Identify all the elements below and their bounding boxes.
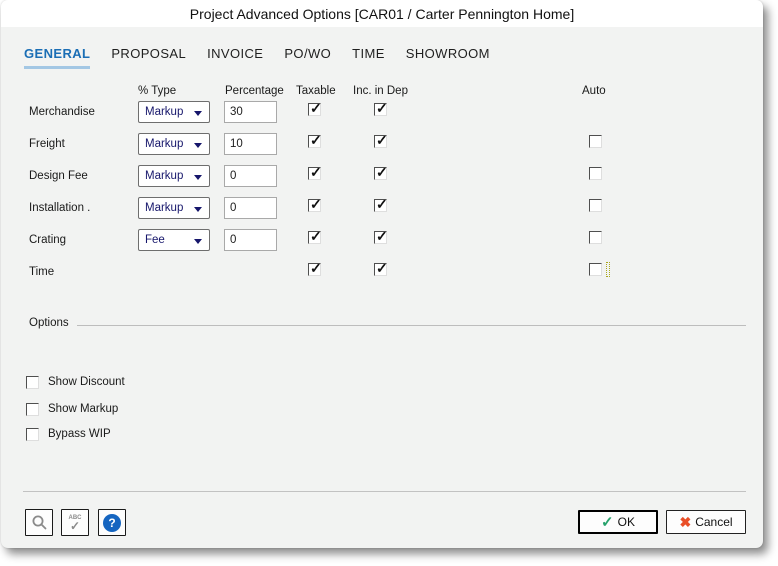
spellcheck-check-icon: ✓ — [69, 519, 81, 533]
dialog-title: Project Advanced Options [CAR01 / Carter… — [189, 5, 575, 22]
type-dropdown[interactable]: Markup — [138, 165, 210, 187]
inc-in-dep-checkbox[interactable] — [374, 164, 388, 181]
inc-in-dep-checkbox[interactable] — [374, 100, 388, 117]
ok-button[interactable]: ✓ OK — [578, 510, 658, 534]
row-label: Crating — [29, 234, 67, 246]
column-header-percentage: Percentage — [225, 85, 284, 97]
options-section-label: Options — [29, 317, 69, 329]
percentage-input[interactable] — [224, 101, 277, 123]
row-label: Merchandise — [29, 106, 95, 118]
search-button[interactable] — [25, 509, 53, 536]
taxable-checkbox[interactable] — [308, 228, 322, 245]
percentage-input[interactable] — [224, 197, 277, 219]
auto-checkbox[interactable] — [589, 263, 602, 276]
search-icon — [32, 515, 46, 530]
taxable-checkbox[interactable] — [308, 196, 322, 213]
inc-in-dep-checkbox[interactable] — [374, 196, 388, 213]
option-bypass-wip: Bypass WIP — [1, 427, 301, 443]
tab-general[interactable]: GENERAL — [24, 46, 91, 69]
cancel-button[interactable]: ✖ Cancel — [666, 510, 746, 534]
option-label: Bypass WIP — [48, 428, 111, 440]
footer-divider-line — [23, 491, 746, 492]
cancel-button-label: Cancel — [695, 515, 733, 529]
column-header-auto: Auto — [582, 85, 606, 97]
option-label: Show Discount — [48, 376, 125, 388]
chevron-down-icon — [194, 175, 202, 180]
percentage-input[interactable] — [224, 133, 277, 155]
table-row-time: Time — [1, 260, 763, 285]
chevron-down-icon — [194, 143, 202, 148]
type-dropdown-value: Markup — [145, 106, 184, 118]
chevron-down-icon — [194, 239, 202, 244]
spellcheck-button[interactable]: ABC ✓ — [61, 509, 89, 536]
show-discount-checkbox[interactable] — [26, 376, 39, 389]
taxable-checkbox[interactable] — [308, 132, 322, 149]
chevron-down-icon — [194, 111, 202, 116]
project-advanced-options-dialog: Project Advanced Options [CAR01 / Carter… — [1, 0, 763, 548]
type-dropdown[interactable]: Markup — [138, 133, 210, 155]
tab-showroom[interactable]: SHOWROOM — [405, 46, 490, 61]
help-icon: ? — [103, 513, 121, 532]
taxable-checkbox[interactable] — [308, 164, 322, 181]
table-row-design-fee: Design Fee Markup — [1, 164, 763, 189]
focus-caret-mark — [606, 262, 610, 277]
column-header-inc-in-dep: Inc. in Dep — [353, 85, 408, 97]
option-show-discount: Show Discount — [1, 375, 301, 391]
auto-checkbox[interactable] — [589, 135, 602, 148]
option-label: Show Markup — [48, 403, 119, 415]
percentage-input[interactable] — [224, 229, 277, 251]
type-dropdown[interactable]: Fee — [138, 229, 210, 251]
column-header-type: % Type — [138, 85, 177, 97]
row-label: Time — [29, 266, 55, 278]
type-dropdown-value: Markup — [145, 170, 184, 182]
row-label: Design Fee — [29, 170, 88, 182]
tab-powo[interactable]: PO/WO — [284, 46, 332, 61]
column-header-taxable: Taxable — [296, 85, 336, 97]
cancel-x-icon: ✖ — [679, 513, 692, 530]
table-row-freight: Freight Markup — [1, 132, 763, 157]
type-dropdown[interactable]: Markup — [138, 101, 210, 123]
table-row-installation: Installation . Markup — [1, 196, 763, 221]
auto-checkbox[interactable] — [589, 167, 602, 180]
taxable-checkbox[interactable] — [308, 100, 322, 117]
taxable-checkbox[interactable] — [308, 260, 322, 277]
inc-in-dep-checkbox[interactable] — [374, 260, 388, 277]
options-divider-line — [77, 325, 746, 326]
percentage-input[interactable] — [224, 165, 277, 187]
help-button[interactable]: ? — [98, 509, 126, 536]
row-label: Freight — [29, 138, 65, 150]
row-label: Installation . — [29, 202, 91, 214]
tab-bar: GENERAL PROPOSAL INVOICE PO/WO TIME SHOW… — [24, 46, 490, 69]
chevron-down-icon — [194, 207, 202, 212]
type-dropdown[interactable]: Markup — [138, 197, 210, 219]
table-row-crating: Crating Fee — [1, 228, 763, 253]
option-show-markup: Show Markup — [1, 402, 301, 418]
show-markup-checkbox[interactable] — [26, 403, 39, 416]
type-dropdown-value: Markup — [145, 202, 184, 214]
ok-check-icon: ✓ — [601, 514, 614, 531]
tab-time[interactable]: TIME — [352, 46, 385, 61]
auto-checkbox[interactable] — [589, 199, 602, 212]
dialog-titlebar: Project Advanced Options [CAR01 / Carter… — [1, 0, 763, 27]
table-row-merchandise: Merchandise Markup — [1, 100, 763, 125]
ok-button-label: OK — [617, 515, 635, 529]
spellcheck-abc-icon: ABC — [68, 515, 82, 521]
bypass-wip-checkbox[interactable] — [26, 428, 39, 441]
inc-in-dep-checkbox[interactable] — [374, 228, 388, 245]
auto-checkbox[interactable] — [589, 231, 602, 244]
tab-proposal[interactable]: PROPOSAL — [111, 46, 187, 61]
inc-in-dep-checkbox[interactable] — [374, 132, 388, 149]
type-dropdown-value: Fee — [145, 234, 165, 246]
type-dropdown-value: Markup — [145, 138, 184, 150]
tab-invoice[interactable]: INVOICE — [207, 46, 264, 61]
